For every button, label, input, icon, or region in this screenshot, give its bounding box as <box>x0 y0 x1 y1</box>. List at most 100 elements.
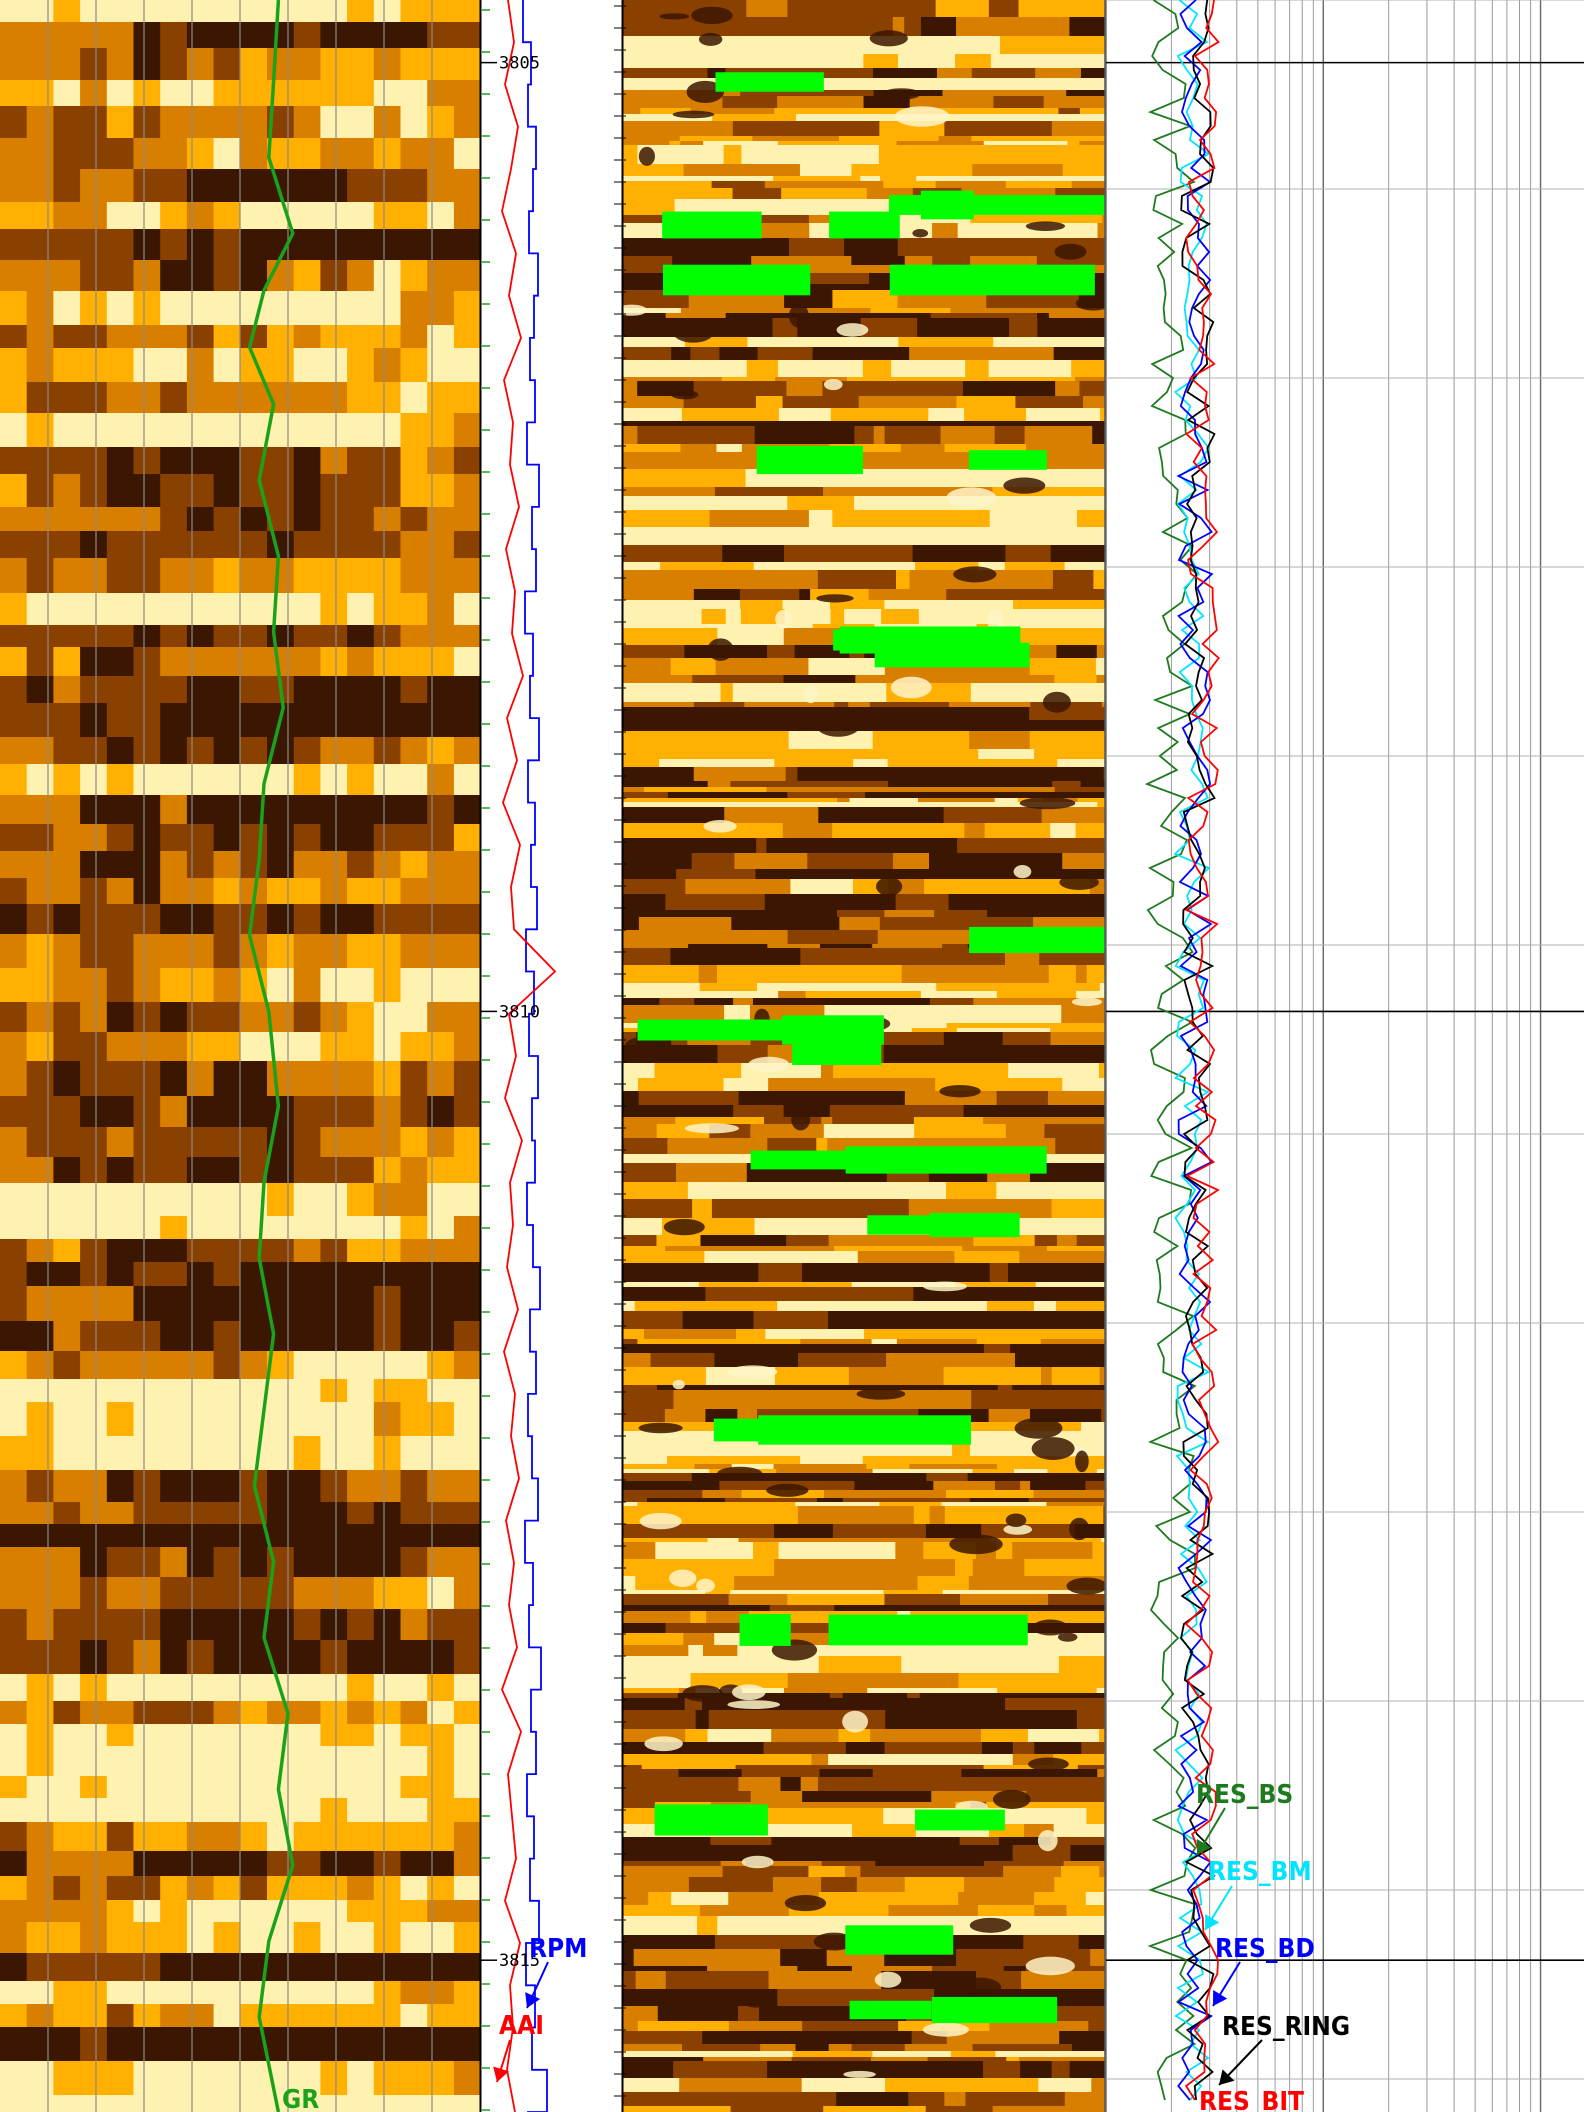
image-cell <box>80 1321 108 1352</box>
image-cell <box>186 507 215 532</box>
image-cell <box>186 1674 215 1702</box>
image-cell <box>373 1157 402 1184</box>
image-streak <box>680 308 779 314</box>
image-streak <box>707 1538 739 1543</box>
image-cell <box>400 291 428 326</box>
image-cell <box>133 558 161 594</box>
image-streak <box>1026 444 1068 453</box>
image-streak <box>935 1845 1014 1862</box>
image-cell <box>427 1002 455 1033</box>
image-cell <box>80 824 108 852</box>
image-cell <box>26 1351 55 1380</box>
image-streak <box>831 1808 884 1825</box>
image-streak <box>755 991 779 999</box>
image-cell <box>320 1524 348 1548</box>
image-cell <box>400 1286 428 1322</box>
image-streak <box>623 121 718 137</box>
image-cell <box>80 1183 108 1217</box>
image-streak <box>820 944 873 949</box>
image-cell <box>0 229 28 261</box>
image-cell <box>53 1981 81 2005</box>
image-streak <box>1067 96 1105 109</box>
image-cell <box>373 1776 402 1799</box>
image-streak <box>968 1576 1055 1591</box>
image-streak <box>1099 983 1105 992</box>
flag-block <box>654 1804 768 1836</box>
arrow-head <box>1205 1914 1220 1930</box>
image-cell <box>133 1183 161 1217</box>
image-cell <box>186 1127 215 1158</box>
image-blob <box>743 1995 769 2008</box>
image-cell <box>26 1640 55 1675</box>
image-streak <box>1103 600 1105 610</box>
image-cell <box>80 1981 108 2005</box>
image-cell <box>347 1524 375 1548</box>
image-blob <box>1025 221 1066 231</box>
image-streak <box>623 1124 658 1139</box>
image-streak <box>946 1182 997 1200</box>
image-cell <box>133 1351 161 1380</box>
image-cell <box>106 413 135 448</box>
image-cell <box>80 1798 108 1823</box>
image-blob <box>698 32 723 46</box>
image-cell <box>133 138 161 170</box>
image-streak <box>838 1251 859 1264</box>
image-streak <box>1036 965 1050 984</box>
image-streak <box>881 1754 953 1766</box>
image-streak <box>798 1559 865 1577</box>
image-cell <box>213 934 242 969</box>
arrow-head <box>1196 1839 1212 1855</box>
image-streak <box>829 802 864 808</box>
image-cell <box>133 229 161 261</box>
image-cell <box>400 1922 428 1954</box>
image-cell <box>427 1127 455 1158</box>
image-streak <box>943 1367 977 1386</box>
image-streak <box>673 991 756 999</box>
image-cell <box>347 348 375 383</box>
image-cell <box>347 2004 375 2028</box>
image-streak <box>1083 767 1105 782</box>
image-streak <box>623 1390 674 1410</box>
image-cell <box>186 2027 215 2062</box>
image-streak <box>1047 1091 1105 1106</box>
image-cell <box>0 1776 28 1799</box>
image-cell <box>427 904 455 935</box>
image-cell <box>26 1321 55 1352</box>
image-streak <box>707 1154 746 1164</box>
image-cell <box>347 1061 375 1097</box>
image-streak <box>752 136 840 142</box>
image-streak <box>976 1339 1042 1345</box>
image-streak <box>984 421 1071 427</box>
image-cell <box>427 413 455 448</box>
rpm-curve <box>522 0 548 2112</box>
image-cell <box>106 558 135 594</box>
image-streak <box>1011 991 1077 999</box>
image-cell <box>293 764 322 796</box>
image-cell <box>213 1262 242 1287</box>
image-streak <box>623 1645 689 1657</box>
image-streak <box>1000 1916 1042 1936</box>
image-cell <box>53 1402 81 1437</box>
image-streak <box>623 223 661 239</box>
image-streak <box>1037 54 1105 69</box>
image-streak <box>730 781 767 788</box>
image-cell <box>133 824 161 852</box>
image-blob <box>1075 1450 1089 1473</box>
image-cell <box>293 1216 322 1240</box>
image-cell <box>453 1502 480 1525</box>
image-cell <box>0 447 28 475</box>
image-streak <box>992 2106 1055 2112</box>
image-streak <box>623 1063 655 1079</box>
image-streak <box>623 1791 685 1803</box>
image-streak <box>801 2078 886 2093</box>
image-cell <box>400 260 428 292</box>
image-streak <box>728 1594 788 1606</box>
image-streak <box>929 1506 946 1525</box>
image-streak <box>800 1777 819 1792</box>
image-streak <box>821 1063 834 1079</box>
image-cell <box>320 968 348 1003</box>
image-cell <box>347 0 375 23</box>
image-cell <box>53 169 81 203</box>
curve-labels: GR RPM AAI RES_BS RES_BM RES_BD RES_RING… <box>282 1780 1350 2112</box>
image-streak <box>623 1456 668 1465</box>
